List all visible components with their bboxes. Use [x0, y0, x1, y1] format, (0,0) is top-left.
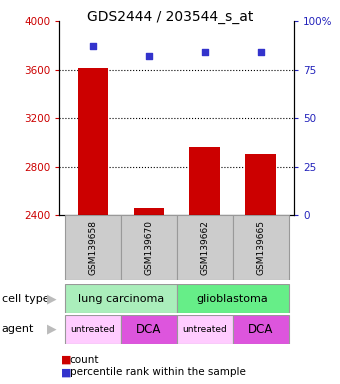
Text: untreated: untreated: [182, 325, 227, 334]
Text: ■: ■: [61, 355, 71, 365]
Text: cell type: cell type: [2, 293, 49, 304]
Text: GSM139658: GSM139658: [88, 220, 98, 275]
Text: percentile rank within the sample: percentile rank within the sample: [70, 367, 245, 377]
Bar: [121, 215, 177, 280]
Text: GSM139665: GSM139665: [256, 220, 265, 275]
Point: [146, 53, 152, 59]
Text: DCA: DCA: [248, 323, 273, 336]
Bar: [65, 315, 121, 344]
Point: [202, 49, 207, 55]
Bar: [189, 147, 220, 215]
Text: agent: agent: [2, 324, 34, 334]
Text: GDS2444 / 203544_s_at: GDS2444 / 203544_s_at: [87, 10, 253, 23]
Text: ■: ■: [61, 367, 71, 377]
Bar: [233, 315, 289, 344]
Text: GSM139662: GSM139662: [200, 220, 209, 275]
Bar: [245, 154, 276, 215]
Bar: [121, 315, 177, 344]
Point: [258, 49, 263, 55]
Bar: [134, 208, 164, 215]
Bar: [177, 284, 289, 313]
Text: GSM139670: GSM139670: [144, 220, 153, 275]
Bar: [65, 215, 121, 280]
Bar: [177, 315, 233, 344]
Text: glioblastoma: glioblastoma: [197, 293, 269, 304]
Text: ▶: ▶: [47, 323, 56, 336]
Text: untreated: untreated: [71, 325, 115, 334]
Point: [90, 43, 96, 50]
Text: lung carcinoma: lung carcinoma: [78, 293, 164, 304]
Bar: [78, 68, 108, 215]
Bar: [65, 284, 177, 313]
Bar: [177, 215, 233, 280]
Bar: [233, 215, 289, 280]
Text: DCA: DCA: [136, 323, 162, 336]
Text: count: count: [70, 355, 99, 365]
Text: ▶: ▶: [47, 292, 56, 305]
